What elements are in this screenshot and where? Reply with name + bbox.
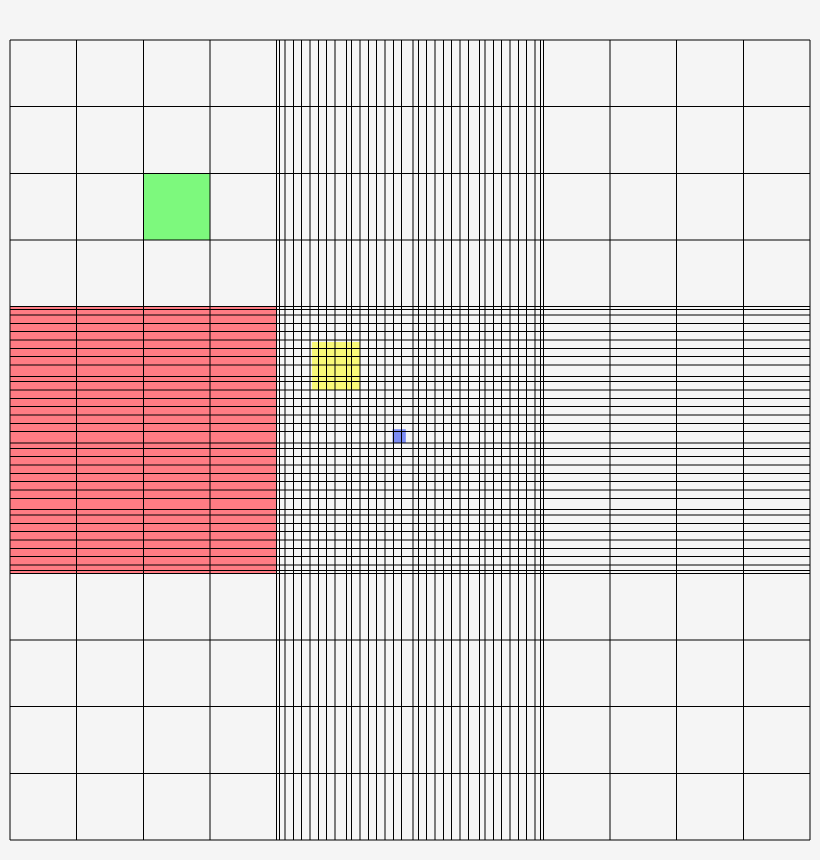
yellow-highlight-cell: [312, 342, 360, 390]
grid-lines: [9, 39, 811, 841]
green-highlight-cell: [143, 173, 210, 240]
blue-highlight-cell: [392, 429, 406, 443]
